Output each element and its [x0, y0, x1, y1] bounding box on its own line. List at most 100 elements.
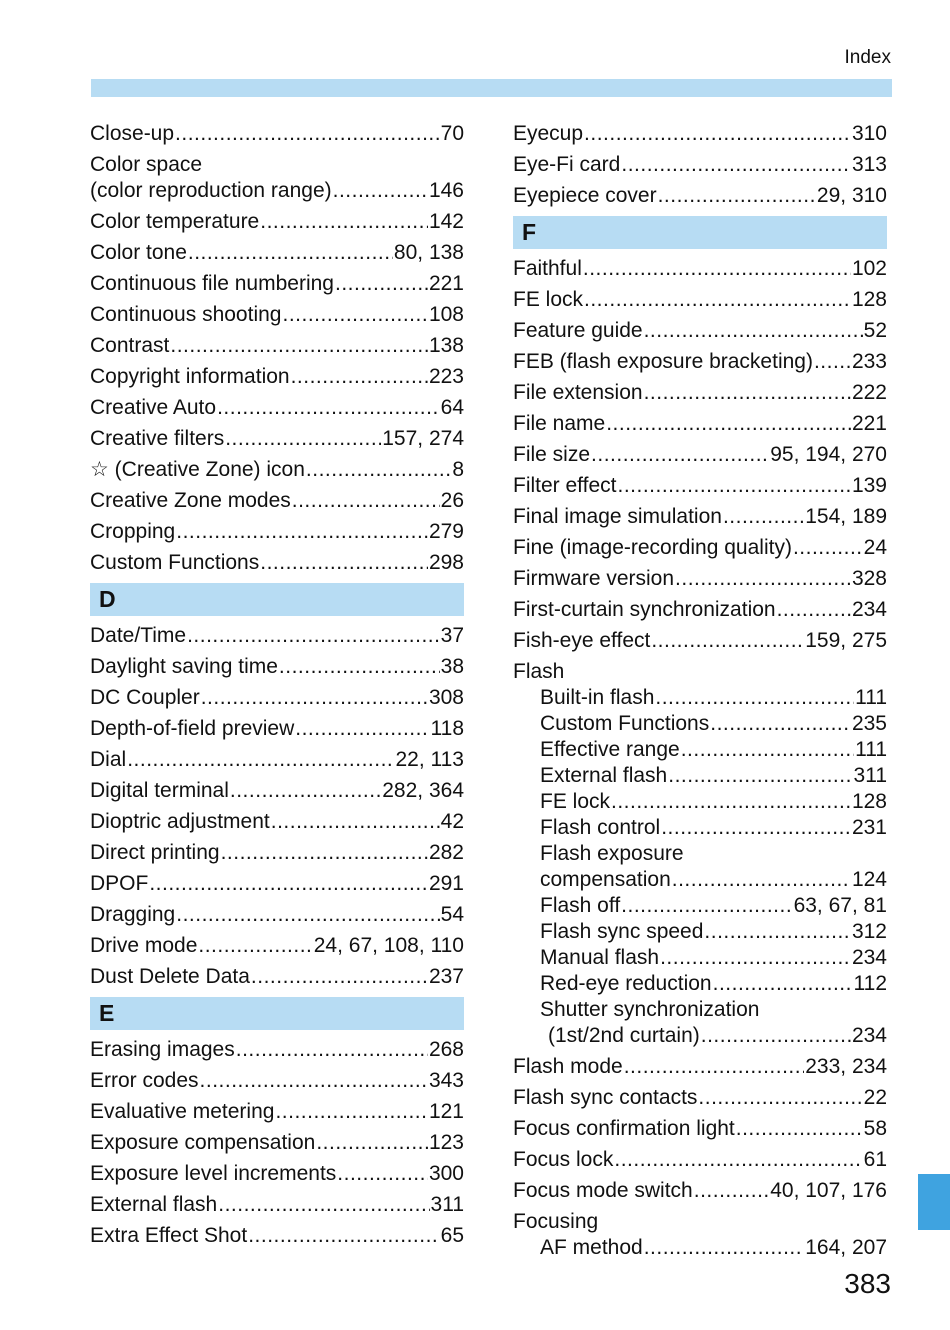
dot-leader — [218, 1192, 429, 1218]
dot-leader — [260, 550, 428, 576]
entry-page-ref: 112 — [853, 972, 887, 995]
dot-leader — [279, 654, 440, 680]
dot-leader — [793, 535, 863, 561]
index-entry: Firmware version 328 — [513, 566, 887, 592]
dot-leader — [723, 504, 804, 530]
dot-leader — [175, 121, 440, 147]
dot-leader — [230, 778, 381, 804]
dot-leader — [201, 685, 428, 711]
entry-term: External flash — [90, 1193, 218, 1216]
dot-leader — [611, 789, 851, 815]
index-entry: File name 221 — [513, 411, 887, 437]
dot-leader — [672, 867, 851, 893]
page-number: 383 — [844, 1268, 891, 1299]
entry-term: FE lock — [540, 790, 611, 813]
entry-term: Firmware version — [513, 567, 675, 590]
entry-page-ref: 233, 234 — [805, 1055, 887, 1078]
index-column-right: Eyecup 310 Eye-Fi card 313 Eyepiece cover 29,… — [513, 116, 887, 1261]
entry-term: File name — [513, 412, 606, 435]
header-label: Index — [844, 47, 891, 68]
dot-leader — [236, 1037, 428, 1063]
index-entry: Eyecup 310 — [513, 121, 887, 147]
entry-term: Date/Time — [90, 624, 187, 647]
index-entry: Filter effect 139 — [513, 473, 887, 499]
entry-term: Creative filters — [90, 427, 225, 450]
entry-page-ref: 157, 274 — [382, 427, 464, 450]
entry-page-ref: 234 — [851, 946, 887, 969]
entry-term: AF method — [540, 1236, 643, 1259]
dot-leader — [292, 488, 440, 514]
entry-term: Color space — [90, 153, 203, 176]
index-entry: Direct printing 282 — [90, 840, 464, 866]
index-subentry: Built-in flash 111 — [513, 685, 887, 711]
index-entry: Flash — [513, 659, 887, 685]
entry-page-ref: 95, 194, 270 — [770, 443, 887, 466]
index-subentry: Flash exposure — [513, 841, 887, 867]
index-entry: Feature guide 52 — [513, 318, 887, 344]
entry-term: Red-eye reduction — [540, 972, 712, 995]
entry-page-ref: 234 — [851, 1024, 887, 1047]
dot-leader — [584, 287, 851, 313]
entry-page-ref: 328 — [851, 567, 887, 590]
dot-leader — [337, 1161, 428, 1187]
index-entry: Erasing images 268 — [90, 1037, 464, 1063]
entry-page-ref: 29, 310 — [816, 184, 887, 207]
index-entry: First-curtain synchronization 234 — [513, 597, 887, 623]
index-entry: DC Coupler 308 — [90, 685, 464, 711]
entry-term: FE lock — [513, 288, 584, 311]
entry-term: Continuous shooting — [90, 303, 282, 326]
index-entry: Error codes 343 — [90, 1068, 464, 1094]
entry-page-ref: 128 — [851, 790, 887, 813]
entry-term: Flash exposure — [540, 842, 684, 865]
dot-leader — [583, 256, 851, 282]
entry-page-ref: 65 — [440, 1224, 464, 1247]
entry-page-ref: 235 — [851, 712, 887, 735]
dot-leader — [777, 597, 851, 623]
entry-page-ref: 154, 189 — [805, 505, 887, 528]
dot-leader — [651, 628, 804, 654]
index-subentry: (1st/2nd curtain) 234 — [513, 1023, 887, 1049]
index-entry: Exposure compensation 123 — [90, 1130, 464, 1156]
entry-page-ref: 80, 138 — [393, 241, 464, 264]
dot-leader — [188, 240, 393, 266]
entry-term: Color tone — [90, 241, 187, 264]
dot-leader — [217, 395, 440, 421]
index-subentry: Manual flash 234 — [513, 945, 887, 971]
entry-term: Flash — [513, 660, 565, 683]
entry-page-ref: 291 — [428, 872, 464, 895]
entry-term: Focus confirmation light — [513, 1117, 735, 1140]
dot-leader — [661, 815, 851, 841]
dot-leader — [333, 178, 428, 204]
entry-page-ref: 146 — [428, 179, 464, 202]
dot-leader — [198, 933, 312, 959]
index-entry: Continuous file numbering 221 — [90, 271, 464, 297]
dot-leader — [295, 716, 429, 742]
entry-term: (1st/2nd curtain) — [548, 1024, 700, 1047]
entry-term: Feature guide — [513, 319, 643, 342]
entry-page-ref: 138 — [428, 334, 464, 357]
dot-leader — [176, 519, 428, 545]
entry-term: Faithful — [513, 257, 582, 280]
index-entry: Extra Effect Shot 65 — [90, 1223, 464, 1249]
entry-term: Flash sync speed — [540, 920, 704, 943]
index-entry: (color reproduction range) 146 — [90, 178, 464, 204]
index-section-header: E — [90, 997, 464, 1030]
index-entry: Depth-of-field preview 118 — [90, 716, 464, 742]
dot-leader — [644, 318, 863, 344]
entry-term: File extension — [513, 381, 643, 404]
entry-term: Flash mode — [513, 1055, 623, 1078]
entry-page-ref: 63, 67, 81 — [793, 894, 887, 917]
entry-term: Effective range — [540, 738, 680, 761]
entry-page-ref: 164, 207 — [805, 1236, 887, 1259]
index-subentry: External flash 311 — [513, 763, 887, 789]
entry-term: Erasing images — [90, 1038, 235, 1061]
entry-term: Digital terminal — [90, 779, 229, 802]
dot-leader — [698, 1085, 862, 1111]
dot-leader — [248, 1223, 439, 1249]
index-entry: ☆ (Creative Zone) icon 8 — [90, 457, 464, 483]
entry-term: Focus lock — [513, 1148, 614, 1171]
dot-leader — [681, 737, 854, 763]
entry-page-ref: 142 — [428, 210, 464, 233]
index-entry: Eyepiece cover 29, 310 — [513, 183, 887, 209]
dot-leader — [149, 871, 428, 897]
